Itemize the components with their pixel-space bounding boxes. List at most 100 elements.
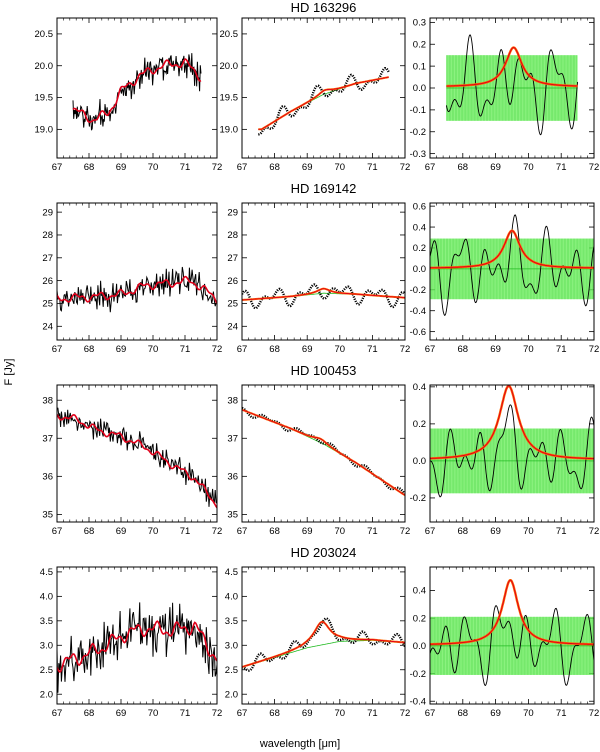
x-tick-label: 67 [52, 708, 63, 719]
y-tick-label: 3.5 [225, 616, 238, 627]
x-tick-label: 67 [237, 344, 248, 355]
y-tick-label: -0.4 [410, 696, 426, 707]
residual-panel: 67 68 69 70 71 72 -0.2 0.0 0.2 0.4 [410, 382, 600, 537]
x-tick-label: 68 [84, 526, 95, 537]
panel-frame [241, 17, 406, 159]
y-tick-label: 0.0 [413, 456, 426, 467]
y-tick-label: 0.2 [413, 613, 426, 624]
x-tick-label: 69 [302, 526, 313, 537]
y-tick-label: -0.2 [410, 669, 426, 680]
x-tick-label: 67 [52, 344, 63, 355]
y-tick-label: 0.1 [413, 61, 426, 72]
x-tick-label: 72 [400, 344, 411, 355]
x-axis-label: wavelength [μm] [259, 738, 340, 750]
x-tick-label: 68 [84, 708, 95, 719]
x-tick-label: 69 [302, 344, 313, 355]
fit-panel: 67 68 69 70 71 72 35 36 37 38 [227, 384, 411, 537]
x-tick-label: 71 [180, 708, 191, 719]
fit-line [258, 76, 389, 130]
y-tick-label: 37 [42, 433, 53, 444]
x-tick-label: 69 [116, 526, 127, 537]
row-title: HD 100453 [291, 363, 357, 378]
y-tick-label: -0.1 [410, 105, 426, 116]
x-tick-label: 72 [589, 708, 600, 719]
raw-data-line [57, 407, 217, 507]
y-tick-label: -0.2 [410, 285, 426, 296]
y-tick-label: 3.0 [225, 640, 238, 651]
y-tick-label: 26 [42, 276, 53, 287]
x-tick-label: 70 [523, 526, 534, 537]
x-tick-label: 69 [490, 344, 501, 355]
x-tick-label: 72 [400, 162, 411, 173]
residual-panel: 67 68 69 70 71 72 -0.3 -0.2 -0.1 0.0 0.1 0.2 0.3 [410, 17, 599, 173]
y-tick-label: 19.5 [220, 93, 239, 104]
y-tick-label: 19.5 [35, 93, 54, 104]
x-tick-label: 69 [490, 708, 501, 719]
x-tick-label: 72 [212, 526, 223, 537]
x-tick-label: 70 [523, 708, 534, 719]
y-tick-label: 0.2 [413, 39, 426, 50]
x-tick-label: 69 [116, 708, 127, 719]
continuum-line [242, 640, 405, 668]
y-tick-label: 25 [227, 299, 238, 310]
x-tick-label: 69 [490, 162, 501, 173]
raw-data-line [57, 602, 217, 693]
raw-spectrum-panel: 67 68 69 70 71 72 35 36 37 38 [42, 384, 223, 537]
fit-panel: 67 68 69 70 71 72 19.0 19.5 20.0 20.5 [220, 17, 411, 173]
x-tick-label: 67 [52, 526, 63, 537]
y-tick-label: 0.2 [413, 243, 426, 254]
y-tick-label: 0.0 [413, 641, 426, 652]
x-tick-label: 68 [269, 344, 280, 355]
x-tick-label: 70 [148, 526, 159, 537]
y-tick-label: -0.2 [410, 493, 426, 504]
x-tick-label: 71 [556, 162, 567, 173]
y-tick-label: 2.5 [40, 665, 53, 676]
x-tick-label: 69 [302, 162, 313, 173]
x-tick-label: 70 [335, 162, 346, 173]
x-tick-label: 71 [556, 708, 567, 719]
fit-panel: 67 68 69 70 71 72 2.0 2.5 3.0 3.5 4.0 4.5 [225, 566, 411, 719]
panel-frame [56, 566, 218, 705]
continuum-line [258, 76, 389, 130]
x-tick-label: 68 [269, 526, 280, 537]
residual-panel: 67 68 69 70 71 72 -0.6 -0.4 -0.2 0.0 0.2 0.4 0.6 [410, 201, 600, 355]
x-tick-label: 70 [335, 344, 346, 355]
panel-frame [241, 202, 406, 341]
panel-frame [429, 17, 595, 159]
y-tick-label: 0.2 [413, 419, 426, 430]
y-tick-label: 3.5 [40, 616, 53, 627]
x-tick-label: 70 [148, 162, 159, 173]
fit-line [242, 288, 405, 301]
fit-line [430, 230, 594, 269]
y-tick-label: -0.4 [410, 306, 426, 317]
y-tick-label: 3.0 [40, 640, 53, 651]
panel-frame [429, 384, 595, 523]
panel-frame [429, 202, 595, 341]
y-tick-label: -0.3 [410, 149, 426, 160]
x-tick-label: 72 [400, 526, 411, 537]
fit-line [430, 579, 594, 645]
y-tick-label: -0.6 [410, 327, 426, 338]
panel-frame [241, 384, 406, 523]
y-tick-label: 0.0 [413, 83, 426, 94]
smoothed-data-line [72, 58, 202, 123]
panel-frame [429, 566, 595, 705]
x-tick-label: 72 [400, 708, 411, 719]
y-tick-label: 35 [227, 510, 238, 521]
residual-line [430, 605, 594, 686]
x-tick-label: 68 [84, 344, 95, 355]
x-tick-label: 68 [269, 162, 280, 173]
fit-line [242, 621, 405, 668]
panel-frame [56, 384, 218, 523]
x-tick-label: 67 [237, 526, 248, 537]
x-tick-label: 67 [425, 708, 436, 719]
y-tick-label: 4.0 [225, 592, 238, 603]
y-tick-label: -0.2 [410, 127, 426, 138]
x-tick-label: 69 [116, 344, 127, 355]
y-tick-label: 24 [227, 322, 238, 333]
y-tick-label: 20.5 [35, 29, 54, 40]
x-tick-label: 67 [237, 708, 248, 719]
y-tick-label: 4.5 [40, 567, 53, 578]
